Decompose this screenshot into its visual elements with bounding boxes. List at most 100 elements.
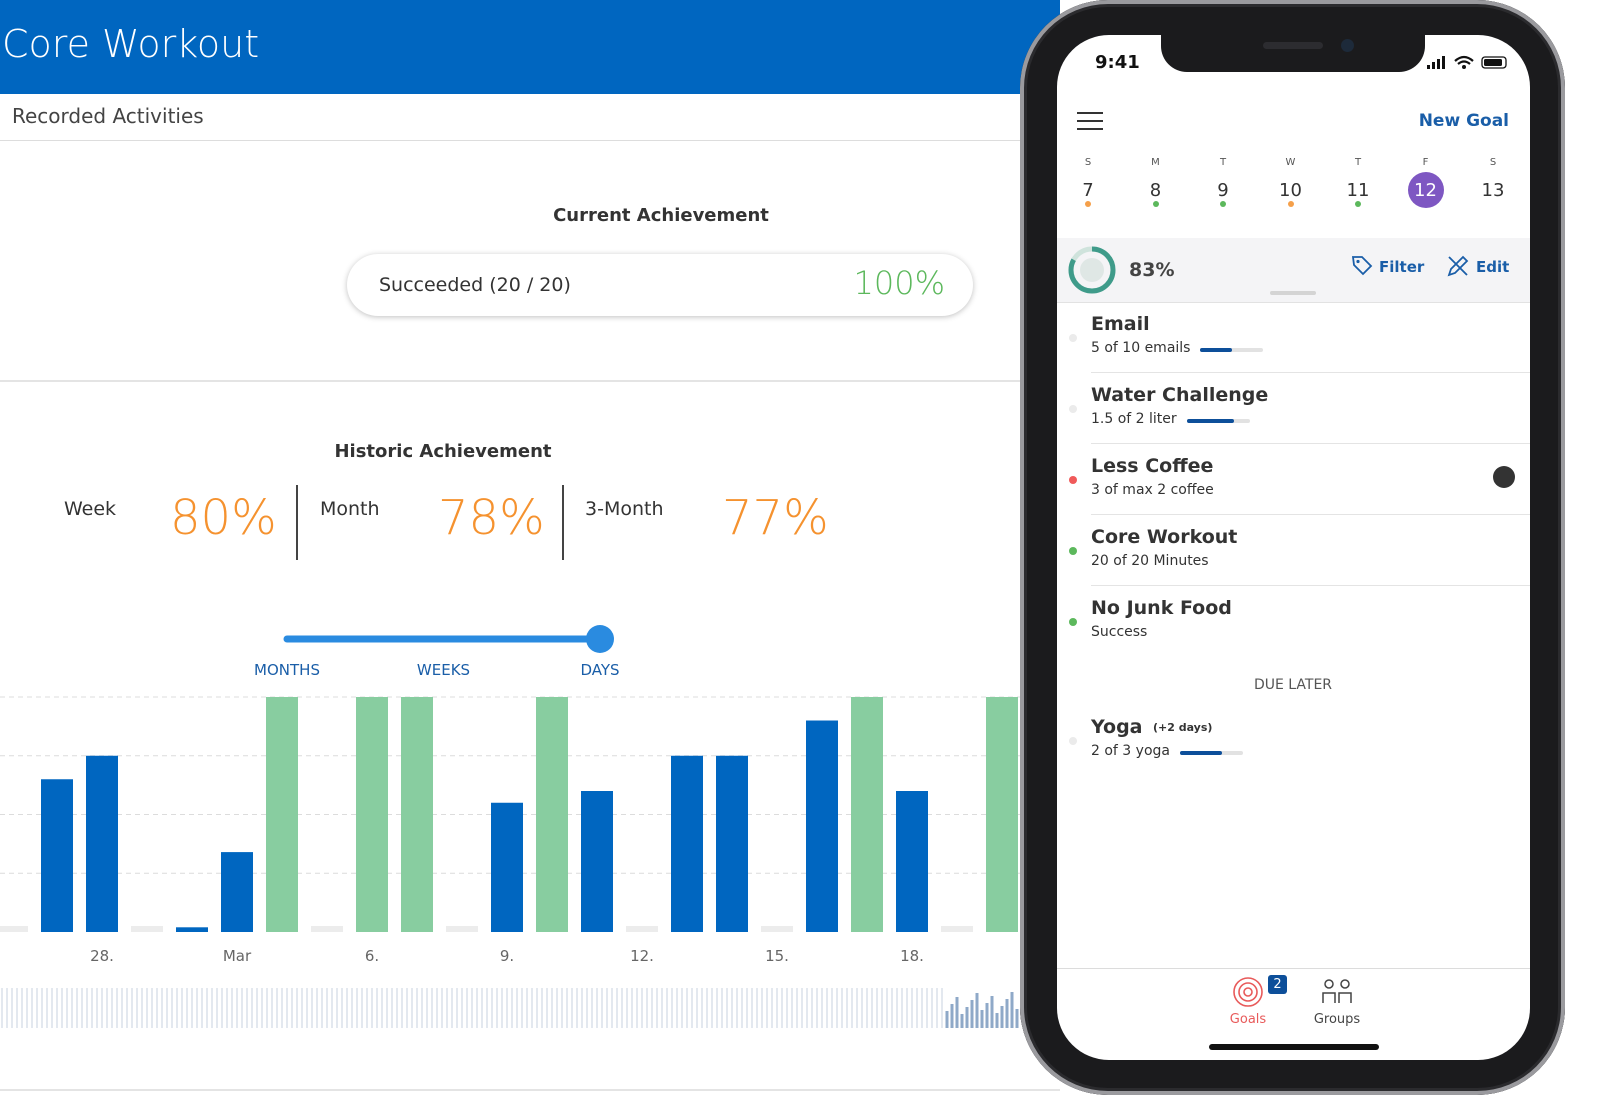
- goal-name[interactable]: Yoga: [1091, 716, 1143, 738]
- day-dot: [1287, 201, 1294, 207]
- weekday-date[interactable]: 10: [1279, 180, 1302, 201]
- bar: [221, 852, 253, 932]
- tab-icon: [1322, 979, 1352, 1003]
- progress-bar: [1186, 419, 1234, 423]
- filter-button[interactable]: Filter: [1379, 258, 1425, 276]
- progress-track: [1186, 419, 1250, 423]
- x-tick-label: 9.: [500, 947, 514, 965]
- day-dot: [1085, 201, 1091, 207]
- goal-detail: 1.5 of 2 liter: [1091, 411, 1177, 427]
- bar: [41, 779, 73, 932]
- weekday-date[interactable]: 8: [1149, 180, 1162, 201]
- header: Core Workout: [0, 0, 1060, 94]
- summary-ring-box: [1068, 246, 1116, 294]
- day-dot: [1152, 201, 1159, 207]
- stat-label: Week: [64, 498, 117, 520]
- stat-label: 3-Month: [585, 498, 664, 520]
- goal-name[interactable]: Core Workout: [1091, 526, 1238, 548]
- status-dot: [1069, 405, 1077, 413]
- bar: [356, 697, 388, 932]
- drag-handle: [1270, 291, 1316, 295]
- divider: [0, 380, 1060, 382]
- chart: MONTHS WEEKS DAYS 28. Mar 6. 9. 12. 15. 18.: [0, 625, 1020, 1028]
- goal-badge: [1493, 466, 1515, 488]
- row-divider: [1091, 443, 1530, 444]
- status-dot: [1069, 737, 1077, 745]
- weekday-letter: F: [1422, 157, 1429, 168]
- slider-option[interactable]: DAYS: [580, 661, 619, 679]
- weekday-letter: T: [1219, 157, 1227, 168]
- bar: [896, 791, 928, 932]
- bar: [671, 755, 703, 932]
- weekday-date[interactable]: 9: [1217, 180, 1229, 201]
- progress-bar: [1200, 348, 1232, 352]
- slider-option[interactable]: WEEKS: [417, 661, 470, 679]
- tab[interactable]: Recorded Activities: [12, 104, 204, 128]
- bar-empty: [446, 926, 478, 932]
- goal-name[interactable]: Email: [1091, 313, 1150, 335]
- new-goal-button[interactable]: New Goal: [1418, 111, 1509, 131]
- bar: [266, 697, 298, 932]
- camera: [1341, 39, 1354, 52]
- tabbar-divider: [1057, 968, 1530, 969]
- summary-percent: 83%: [1129, 259, 1175, 281]
- stat-value: 80%: [170, 490, 277, 546]
- filter-icon: [1351, 256, 1373, 276]
- menu-button[interactable]: [1077, 111, 1103, 131]
- goal-note: (+2 days): [1153, 721, 1213, 734]
- weekday-letter: S: [1489, 157, 1497, 168]
- status-dot: [1069, 334, 1077, 342]
- home-indicator: [1209, 1044, 1379, 1050]
- ring-center: [1080, 258, 1104, 282]
- goal-name[interactable]: No Junk Food: [1091, 597, 1232, 619]
- stat-label: Month: [320, 498, 380, 520]
- weekday-date[interactable]: 11: [1346, 180, 1370, 201]
- status-time: 9:41: [1095, 52, 1140, 73]
- x-tick-label: 6.: [365, 947, 379, 965]
- tab-label[interactable]: Goals: [1229, 1012, 1267, 1027]
- icon-body: [1338, 992, 1352, 1003]
- summary-bar: 83% Filter Edit: [1057, 238, 1530, 303]
- goal-detail: 20 of 20 Minutes: [1091, 553, 1209, 569]
- goal-name[interactable]: Water Challenge: [1091, 384, 1269, 406]
- edit-button[interactable]: Edit: [1476, 258, 1510, 276]
- icon-ring: [1233, 977, 1263, 1007]
- icon-ring: [1238, 982, 1258, 1002]
- achievement-label: Succeeded (20 / 20): [379, 274, 571, 296]
- day-dot: [1355, 201, 1361, 207]
- goal-name[interactable]: Less Coffee: [1091, 455, 1214, 477]
- weekday-letter: M: [1151, 157, 1160, 168]
- slider-option[interactable]: MONTHS: [254, 661, 320, 679]
- goal-detail: 2 of 3 yoga: [1091, 743, 1170, 759]
- x-tick-label: 12.: [630, 947, 654, 965]
- bar-empty: [626, 926, 658, 932]
- tab-bar: Recorded Activities: [0, 94, 1060, 141]
- stat-value: 77%: [722, 490, 829, 546]
- bar: [176, 927, 208, 932]
- x-tick-label: Mar: [223, 947, 252, 965]
- section-title: Historic Achievement: [334, 441, 552, 462]
- weekday-date[interactable]: 13: [1481, 180, 1505, 201]
- day-dot: [1220, 201, 1226, 207]
- tab-badge: 2: [1268, 975, 1287, 994]
- goal-detail: Success: [1091, 624, 1148, 640]
- weekday-letter: S: [1084, 157, 1092, 168]
- tab-label[interactable]: Groups: [1313, 1012, 1361, 1027]
- bar: [401, 697, 433, 932]
- selected-day: [1407, 172, 1444, 208]
- weekday-letter: T: [1354, 157, 1362, 168]
- bar: [986, 697, 1018, 932]
- x-tick-label: 18.: [900, 947, 924, 965]
- x-tick-label: 28.: [90, 947, 114, 965]
- phone-screen: 9:41 New Goal S 7 M 8 T 9 W 10 T 11 F 12 S 13 83% Fil…: [1057, 35, 1530, 1060]
- notch: [1161, 30, 1425, 72]
- row-divider: [1091, 514, 1530, 515]
- bar-empty: [311, 926, 343, 932]
- edit-icon: [1447, 255, 1469, 277]
- section-title: Current Achievement: [553, 205, 769, 226]
- slider-knob[interactable]: [586, 625, 614, 653]
- weekday-date[interactable]: 7: [1082, 180, 1094, 201]
- weekday-date[interactable]: 12: [1414, 180, 1437, 201]
- divider: [296, 485, 298, 560]
- speaker: [1263, 42, 1323, 49]
